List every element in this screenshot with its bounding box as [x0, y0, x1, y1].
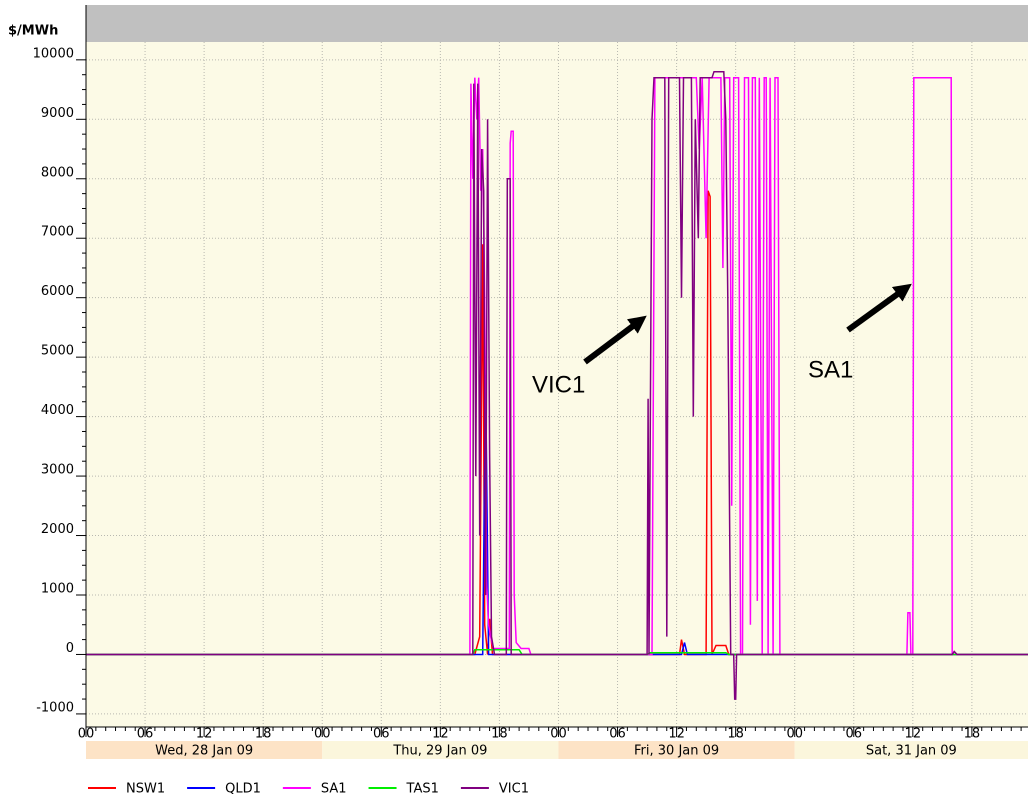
y-tick-label: 7000	[41, 225, 74, 240]
x-tick-label: 00	[314, 727, 331, 742]
annotations: VIC1 SA1	[532, 283, 912, 398]
annotation-arrow	[583, 315, 647, 365]
day-label: Sat, 31 Jan 09	[866, 744, 957, 759]
day-label: Thu, 29 Jan 09	[392, 744, 487, 759]
x-tick-label: 12	[905, 727, 922, 742]
axes: -1000 0 1000 2000 3000 4000 5000 6000 7000 8000 90…	[33, 5, 1028, 742]
series-line	[86, 70, 1028, 700]
x-tick-label: 12	[668, 727, 685, 742]
y-tick-label: 3000	[41, 463, 74, 478]
day-label: Fri, 30 Jan 09	[634, 744, 719, 759]
x-tick-label: 00	[786, 727, 803, 742]
annotation-arrow	[846, 283, 912, 333]
legend-label: TAS1	[406, 782, 439, 797]
day-label: Wed, 28 Jan 09	[155, 744, 253, 759]
legend-label: VIC1	[499, 782, 529, 797]
y-tick-label: 5000	[41, 344, 74, 359]
y-tick-label: 6000	[41, 284, 74, 299]
series-line	[86, 190, 1028, 656]
y-tick-label: 1000	[41, 581, 74, 596]
x-tick-label: 00	[550, 727, 567, 742]
legend-label: SA1	[321, 782, 347, 797]
x-tick-label: 18	[727, 727, 744, 742]
legend-label: NSW1	[126, 782, 165, 797]
x-tick-label: 06	[609, 727, 626, 742]
x-tick-label: 06	[846, 727, 863, 742]
y-tick-label: 2000	[41, 522, 74, 537]
y-tick-label: 9000	[41, 106, 74, 121]
y-tick-label: 0	[66, 641, 74, 656]
plot-area	[86, 42, 1028, 727]
day-band	[558, 741, 795, 759]
day-bands: Wed, 28 Jan 09 Thu, 29 Jan 09 Fri, 30 Jan …	[86, 741, 1028, 759]
x-tick-label: 12	[196, 727, 213, 742]
y-tick-label: -1000	[36, 700, 74, 715]
x-tick-label: 18	[491, 727, 508, 742]
x-tick-label: 18	[255, 727, 272, 742]
day-band	[794, 741, 1028, 759]
series-lines	[86, 70, 1028, 700]
annotation: VIC1	[532, 371, 585, 398]
series-line	[86, 76, 1028, 656]
x-tick-label: 06	[137, 727, 154, 742]
y-axis-label: $/MWh	[8, 24, 58, 39]
x-tick-label: 12	[432, 727, 449, 742]
x-tick-label: 18	[964, 727, 981, 742]
x-tick-label: 00	[78, 727, 95, 742]
y-tick-label: 10000	[33, 46, 74, 61]
header-bar	[86, 5, 1028, 42]
legend: NSW1 QLD1 SA1 TAS1 VIC1	[88, 782, 529, 797]
annotation: SA1	[808, 356, 853, 383]
day-band	[86, 741, 323, 759]
legend-label: QLD1	[225, 782, 261, 797]
day-band	[322, 741, 559, 759]
y-tick-label: 8000	[41, 165, 74, 180]
x-tick-label: 06	[373, 727, 390, 742]
y-tick-label: 4000	[41, 403, 74, 418]
